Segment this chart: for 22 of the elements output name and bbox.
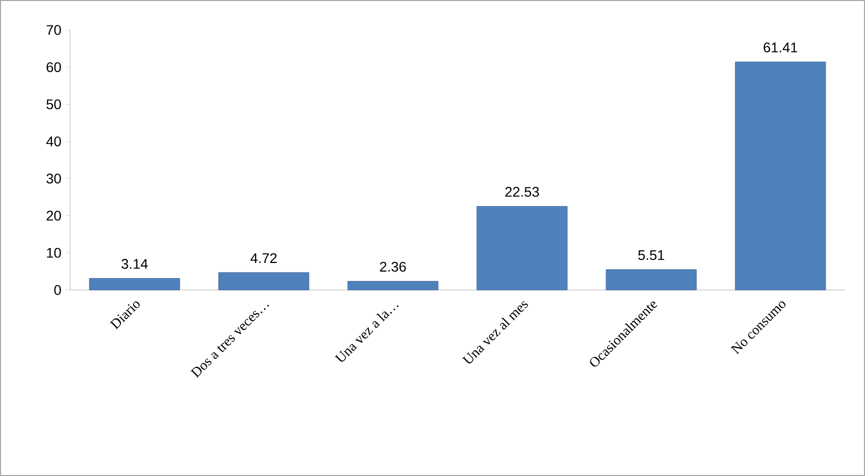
bar xyxy=(348,281,438,290)
y-tick-label: 60 xyxy=(46,62,61,72)
data-label: 4.72 xyxy=(250,253,277,263)
data-label: 22.53 xyxy=(505,186,539,197)
y-tick-label: 40 xyxy=(46,136,61,146)
bar xyxy=(89,278,180,290)
bar xyxy=(218,272,310,290)
data-label: 61.41 xyxy=(764,42,798,52)
bar xyxy=(476,206,568,290)
y-tick-label: 70 xyxy=(46,25,61,35)
y-tick-label: 30 xyxy=(46,174,61,184)
data-label: 2.36 xyxy=(380,262,406,272)
bar xyxy=(735,62,826,290)
y-tick-label: 50 xyxy=(46,99,61,110)
x-tick-label: Una vez al mes xyxy=(462,301,528,364)
data-label: 3.14 xyxy=(122,258,148,269)
data-label: 5.51 xyxy=(638,250,664,260)
x-tick-label: Una vez a la… xyxy=(334,305,399,362)
bar xyxy=(606,269,697,290)
y-tick-label: 10 xyxy=(47,248,61,258)
y-tick-label: 20 xyxy=(46,210,61,221)
y-tick-label: 0 xyxy=(54,285,61,295)
